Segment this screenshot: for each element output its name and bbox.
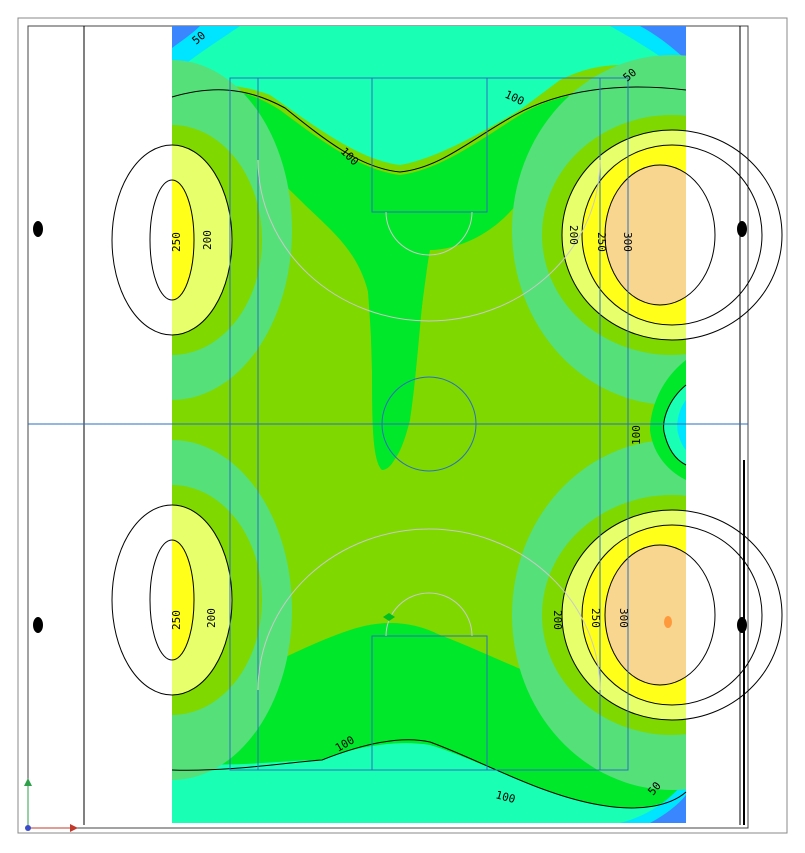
contour-label: 100 [494,788,517,806]
x-arrow-icon [70,824,78,832]
pole-icon [33,617,43,633]
y-arrow-icon [24,778,32,786]
contour-label: 300 [617,608,630,628]
contour-label: 100 [630,425,643,445]
contour-label: 300 [621,232,634,252]
contour-lines [111,86,783,809]
bottom-goal-area [371,635,488,771]
center-circle [381,376,477,472]
field-markings [28,77,748,771]
axis-indicator [24,778,78,832]
contour-label: 250 [170,610,183,630]
pole-icon [737,221,747,237]
marker-icon [383,613,395,621]
top-goal-area [371,77,488,213]
contour-label: 200 [201,230,214,250]
pole-icon [33,221,43,237]
contour-label: 250 [595,232,608,252]
contour-label: 200 [551,610,564,630]
contour-label: 250 [170,232,183,252]
origin-icon [25,825,31,831]
contour-label: 200 [567,225,580,245]
contour-label: 250 [589,608,602,628]
pole-icon [737,617,747,633]
contour-label: 200 [205,608,218,628]
light-poles [33,221,747,633]
